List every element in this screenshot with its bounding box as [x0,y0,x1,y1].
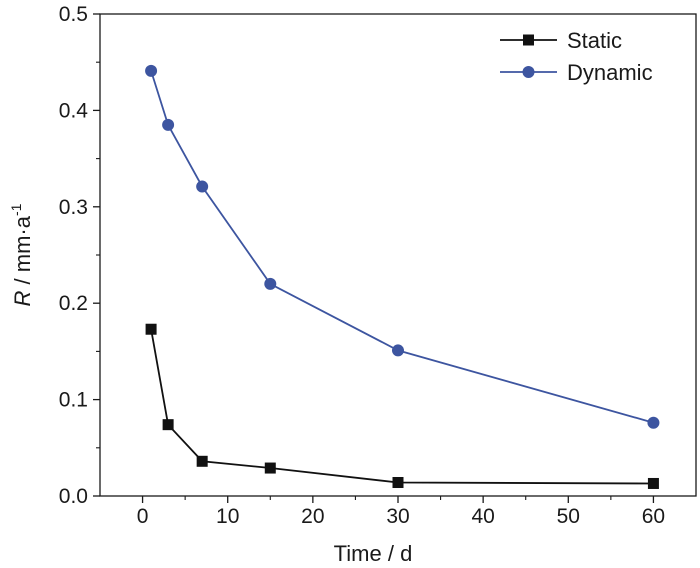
y-axis-symbol: R [10,290,35,306]
legend-item-dynamic: Dynamic [500,60,653,85]
legend: Static Dynamic [500,28,653,85]
y-tick-label: 0.3 [59,196,88,219]
dynamic-point [647,416,660,429]
legend-marker-static [523,34,534,46]
static-point [196,455,208,467]
y-axis-exponent: -1 [8,203,24,216]
dynamic-point [264,277,277,290]
legend-item-static: Static [500,28,622,53]
static-point [264,462,276,474]
legend-label-static: Static [567,28,622,53]
x-tick-label: 40 [471,505,494,528]
y-tick-label: 0.5 [59,3,88,26]
x-tick-label: 10 [216,505,239,528]
series-static [145,323,659,489]
static-point [647,477,659,489]
dynamic-line [150,70,654,424]
static-point [392,477,404,489]
legend-marker-dynamic [522,66,535,78]
y-tick-label: 0.0 [59,485,88,508]
plot-frame [99,13,697,497]
static-line [150,329,654,485]
x-tick-label: 60 [642,505,665,528]
x-axis-title: Time / d [334,541,413,566]
series-dynamic [145,64,660,429]
series-layer [145,64,660,489]
dynamic-point [392,344,404,357]
dynamic-point [145,64,158,77]
dynamic-point [196,180,209,193]
axis-tick-labels: 0 10 20 30 40 50 60 0.0 0.1 0.2 0.3 0.4 0.5 [59,3,665,528]
y-axis-unit: / mm·a [10,215,35,290]
x-tick-label: 20 [301,505,324,528]
y-tick-label: 0.4 [59,99,89,122]
y-axis-title: R / mm·a-1 [8,203,35,306]
x-tick-label: 0 [137,505,149,528]
y-tick-label: 0.2 [59,292,88,315]
legend-label-dynamic: Dynamic [567,60,653,85]
static-point [145,323,157,335]
dynamic-point [162,118,175,131]
y-tick-label: 0.1 [59,389,88,412]
axis-ticks [93,13,655,503]
static-point [162,419,174,431]
x-tick-label: 30 [386,505,409,528]
x-tick-label: 50 [557,505,580,528]
